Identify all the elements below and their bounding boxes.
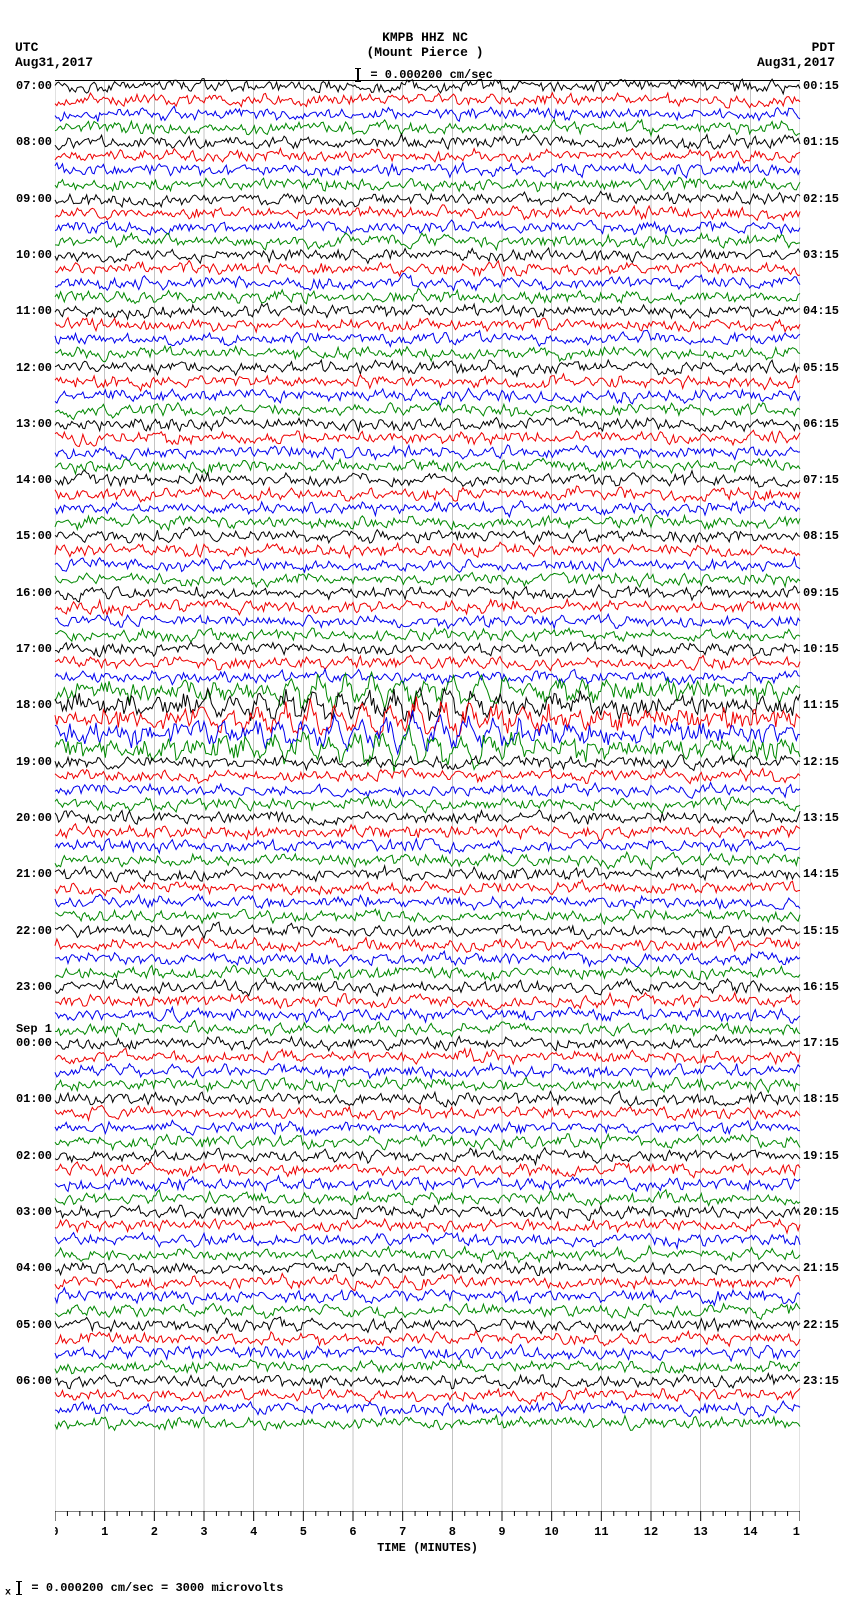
utc-hour-label: 19:00 <box>16 755 52 769</box>
utc-hour-label: 01:00 <box>16 1092 52 1106</box>
seismic-trace <box>55 1408 800 1438</box>
pdt-hour-label: 22:15 <box>803 1318 839 1332</box>
svg-text:0: 0 <box>55 1525 59 1539</box>
svg-text:TIME (MINUTES): TIME (MINUTES) <box>377 1541 478 1555</box>
utc-hour-label: 03:00 <box>16 1205 52 1219</box>
svg-text:1: 1 <box>101 1525 108 1539</box>
svg-text:4: 4 <box>250 1525 257 1539</box>
utc-hour-label: 13:00 <box>16 417 52 431</box>
utc-hour-label: 06:00 <box>16 1374 52 1388</box>
pdt-hour-label: 10:15 <box>803 642 839 656</box>
utc-hour-label: 09:00 <box>16 192 52 206</box>
pdt-hour-label: 20:15 <box>803 1205 839 1219</box>
pdt-hour-label: 06:15 <box>803 417 839 431</box>
right-tz-label: PDT <box>757 40 835 55</box>
helicorder-plot: 07:0000:1508:0001:1509:0002:1510:0003:15… <box>55 80 800 1511</box>
pdt-hour-label: 18:15 <box>803 1092 839 1106</box>
utc-hour-label: 22:00 <box>16 924 52 938</box>
footer-scale-text: = 0.000200 cm/sec = 3000 microvolts <box>31 1581 283 1595</box>
utc-hour-label: 21:00 <box>16 867 52 881</box>
day-break-label: Sep 1 <box>16 1022 52 1036</box>
utc-hour-label: 10:00 <box>16 248 52 262</box>
svg-text:9: 9 <box>498 1525 505 1539</box>
pdt-hour-label: 16:15 <box>803 980 839 994</box>
svg-text:15: 15 <box>793 1525 800 1539</box>
utc-hour-label: 20:00 <box>16 811 52 825</box>
pdt-hour-label: 09:15 <box>803 586 839 600</box>
utc-hour-label: 12:00 <box>16 361 52 375</box>
footer: x = 0.000200 cm/sec = 3000 microvolts <box>5 1581 850 1599</box>
pdt-hour-label: 11:15 <box>803 698 839 712</box>
pdt-hour-label: 00:15 <box>803 79 839 93</box>
svg-text:11: 11 <box>594 1525 608 1539</box>
pdt-hour-label: 02:15 <box>803 192 839 206</box>
right-date-label: Aug31,2017 <box>757 55 835 70</box>
footer-scale-bar-icon <box>18 1581 20 1595</box>
pdt-hour-label: 13:15 <box>803 811 839 825</box>
pdt-hour-label: 23:15 <box>803 1374 839 1388</box>
station-label: KMPB HHZ NC <box>0 30 850 45</box>
svg-text:8: 8 <box>449 1525 456 1539</box>
svg-text:13: 13 <box>693 1525 707 1539</box>
pdt-hour-label: 15:15 <box>803 924 839 938</box>
pdt-hour-label: 03:15 <box>803 248 839 262</box>
footer-sub: x <box>5 1588 11 1599</box>
utc-hour-label: 04:00 <box>16 1261 52 1275</box>
header-right: PDT Aug31,2017 <box>757 40 835 70</box>
x-axis: 0123456789101112131415TIME (MINUTES) <box>55 1511 800 1561</box>
svg-text:12: 12 <box>644 1525 658 1539</box>
pdt-hour-label: 12:15 <box>803 755 839 769</box>
utc-hour-label: 02:00 <box>16 1149 52 1163</box>
location-label: (Mount Pierce ) <box>0 45 850 60</box>
utc-hour-label: 15:00 <box>16 529 52 543</box>
pdt-hour-label: 01:15 <box>803 135 839 149</box>
svg-text:14: 14 <box>743 1525 757 1539</box>
utc-hour-label: 05:00 <box>16 1318 52 1332</box>
utc-hour-label: 11:00 <box>16 304 52 318</box>
svg-text:3: 3 <box>200 1525 207 1539</box>
svg-text:2: 2 <box>151 1525 158 1539</box>
utc-hour-label: 08:00 <box>16 135 52 149</box>
pdt-hour-label: 17:15 <box>803 1036 839 1050</box>
svg-text:10: 10 <box>544 1525 558 1539</box>
utc-hour-label: 16:00 <box>16 586 52 600</box>
utc-hour-label: 07:00 <box>16 79 52 93</box>
pdt-hour-label: 07:15 <box>803 473 839 487</box>
utc-hour-label: 14:00 <box>16 473 52 487</box>
pdt-hour-label: 19:15 <box>803 1149 839 1163</box>
pdt-hour-label: 05:15 <box>803 361 839 375</box>
svg-text:5: 5 <box>300 1525 307 1539</box>
utc-hour-label: 18:00 <box>16 698 52 712</box>
utc-hour-label: 23:00 <box>16 980 52 994</box>
pdt-hour-label: 21:15 <box>803 1261 839 1275</box>
pdt-hour-label: 14:15 <box>803 867 839 881</box>
svg-text:7: 7 <box>399 1525 406 1539</box>
header: UTC Aug31,2017 KMPB HHZ NC (Mount Pierce… <box>0 0 850 80</box>
utc-hour-label: 17:00 <box>16 642 52 656</box>
utc-hour-label: 00:00 <box>16 1036 52 1050</box>
pdt-hour-label: 04:15 <box>803 304 839 318</box>
svg-text:6: 6 <box>349 1525 356 1539</box>
pdt-hour-label: 08:15 <box>803 529 839 543</box>
